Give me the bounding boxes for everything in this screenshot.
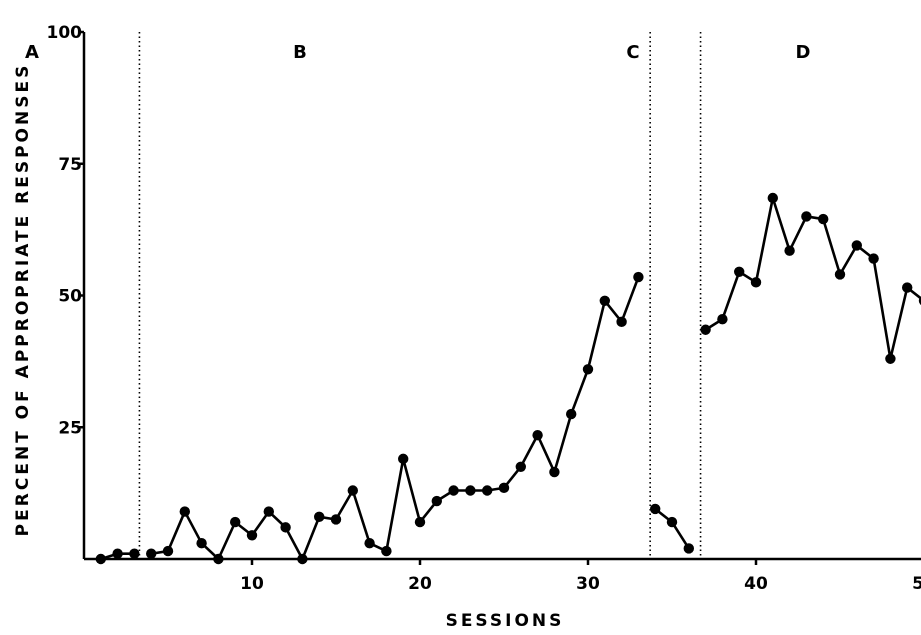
phase-boundaries [138, 32, 702, 559]
x-tick-label: 30 [576, 574, 600, 594]
x-tick-label: 10 [240, 574, 264, 594]
data-point [717, 314, 728, 325]
data-point [784, 245, 795, 256]
phase-label-a: A [25, 42, 39, 63]
y-tick-label: 25 [58, 418, 82, 438]
data-point [381, 545, 392, 557]
data-point [566, 408, 577, 420]
data-point [750, 277, 762, 288]
data-point [297, 553, 308, 565]
series-line-phase-d [704, 196, 921, 361]
data-point [162, 545, 174, 557]
data-point [700, 324, 711, 335]
data-point [902, 282, 913, 293]
phase-labels: A B C D [25, 42, 810, 63]
x-tick-label: 40 [744, 574, 768, 594]
y-axis-title: PERCENT OF APPROPRIATE RESPONSES [13, 63, 33, 537]
data-point [431, 495, 442, 507]
data-point [448, 485, 459, 496]
data-point [112, 548, 123, 559]
data-point [616, 316, 627, 328]
data-point [599, 295, 610, 306]
data-point [801, 211, 812, 222]
y-tick-label: 75 [58, 155, 82, 175]
data-point [532, 429, 543, 441]
data-point [633, 271, 644, 283]
data-point [179, 506, 190, 517]
phase-label-d: D [796, 42, 811, 63]
data-point [868, 253, 879, 264]
data-point [666, 516, 678, 528]
series-line-phase-b [150, 276, 640, 561]
series-line-phase-c [654, 507, 690, 550]
data-point [129, 548, 140, 559]
data-point [146, 548, 157, 559]
x-axis-ticks: 10 20 30 40 50 [240, 559, 921, 594]
data-series [95, 192, 921, 565]
x-tick-label: 20 [408, 574, 432, 594]
x-tick-label: 50 [912, 574, 921, 594]
data-point [650, 503, 661, 515]
data-point [818, 213, 829, 225]
data-point [885, 353, 896, 364]
data-point [280, 522, 291, 533]
y-tick-label: 100 [47, 23, 83, 43]
data-point [549, 466, 560, 478]
data-point [314, 511, 325, 523]
data-point [582, 364, 594, 375]
data-point [246, 530, 258, 541]
data-point [683, 543, 694, 554]
data-point [767, 192, 778, 204]
data-point [414, 516, 426, 528]
plot-area: 25 50 75 100 10 20 30 40 50 A B C D [25, 23, 921, 594]
phase-label-b: B [293, 42, 307, 63]
data-point [230, 516, 241, 528]
data-point [213, 553, 224, 565]
phase-label-c: C [626, 42, 639, 63]
data-point [482, 485, 493, 496]
data-point [734, 266, 745, 277]
data-point [498, 482, 510, 494]
data-point [347, 485, 358, 496]
data-point [465, 485, 476, 496]
data-point [95, 553, 107, 565]
data-point [515, 461, 526, 472]
data-point [263, 506, 274, 517]
data-point [196, 537, 207, 549]
y-tick-label: 50 [58, 287, 82, 307]
data-point [918, 296, 921, 306]
data-point [834, 269, 846, 280]
data-point [851, 240, 862, 251]
data-point [398, 453, 409, 465]
data-point [364, 537, 375, 549]
data-point [330, 514, 342, 525]
y-axis-ticks: 25 50 75 100 [47, 23, 84, 438]
x-axis-title: SESSIONS [446, 611, 565, 631]
